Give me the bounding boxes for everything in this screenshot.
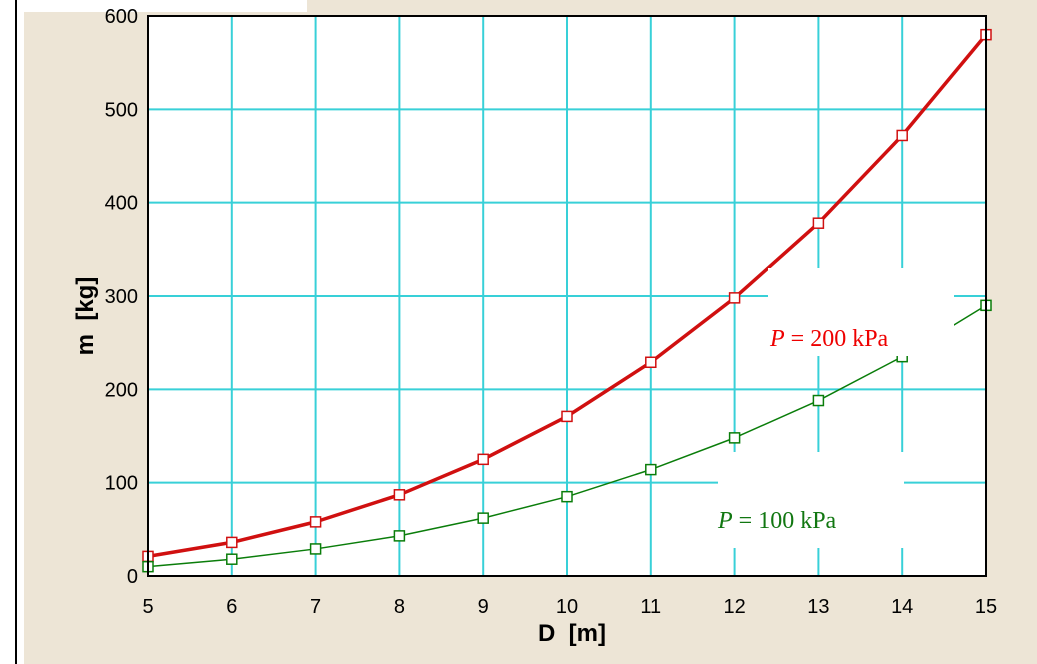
data-point — [226, 536, 238, 549]
y-tick-label: 200 — [105, 379, 138, 401]
x-axis-title: D [m] — [538, 620, 606, 647]
annotation-text: = 200 kPa — [785, 326, 889, 352]
data-point — [477, 453, 489, 466]
data-point — [812, 394, 825, 407]
data-point — [896, 129, 908, 142]
annotation-box — [718, 452, 904, 548]
data-point — [645, 356, 657, 369]
x-tick-label: 13 — [807, 596, 829, 618]
label-backgrounds — [718, 268, 954, 548]
y-tick-label: 100 — [105, 473, 138, 495]
series-lines — [142, 28, 992, 573]
y-tick-label: 600 — [105, 6, 138, 28]
data-point — [812, 217, 825, 229]
data-point — [561, 490, 573, 503]
x-tick-label: 12 — [723, 596, 745, 618]
data-point — [393, 530, 406, 542]
data-point — [226, 553, 238, 565]
annotation-variable: P — [769, 326, 785, 352]
data-point — [477, 512, 489, 524]
x-tick-label: 7 — [310, 596, 321, 618]
y-tick-label: 400 — [105, 193, 138, 215]
x-tick-label: 8 — [394, 596, 405, 618]
data-point — [728, 432, 741, 444]
x-tick-label: 15 — [975, 596, 997, 618]
y-tick-label: 500 — [105, 99, 138, 121]
data-point — [309, 543, 322, 555]
x-tick-label: 14 — [891, 596, 913, 618]
x-tick-label: 10 — [556, 596, 578, 618]
data-point — [393, 489, 406, 501]
data-point — [645, 463, 657, 476]
annotation-text: = 100 kPa — [733, 508, 837, 534]
series-annotation: P = 200 kPa — [769, 326, 889, 352]
top-tab-strip — [24, 0, 307, 12]
data-point — [728, 292, 741, 304]
annotation-variable: P — [717, 508, 733, 534]
series-annotation: P = 100 kPa — [717, 508, 837, 534]
x-tick-label: 11 — [640, 596, 661, 618]
left-border-line — [15, 0, 17, 664]
x-tick-label: 9 — [478, 596, 489, 618]
x-tick-label: 5 — [142, 596, 153, 618]
data-point — [309, 516, 322, 528]
annotation-box — [768, 268, 954, 356]
x-tick-label: 6 — [226, 596, 237, 618]
y-tick-label: 0 — [127, 566, 138, 588]
data-point — [561, 410, 573, 423]
plot-border — [147, 15, 987, 577]
y-axis-title: m [kg] — [72, 277, 99, 356]
tick-labels: 5 6 7 8 9 10 11 12 13 14 15 0 100 200 300 400 500 600 — [105, 6, 998, 618]
y-tick-label: 300 — [105, 286, 138, 308]
